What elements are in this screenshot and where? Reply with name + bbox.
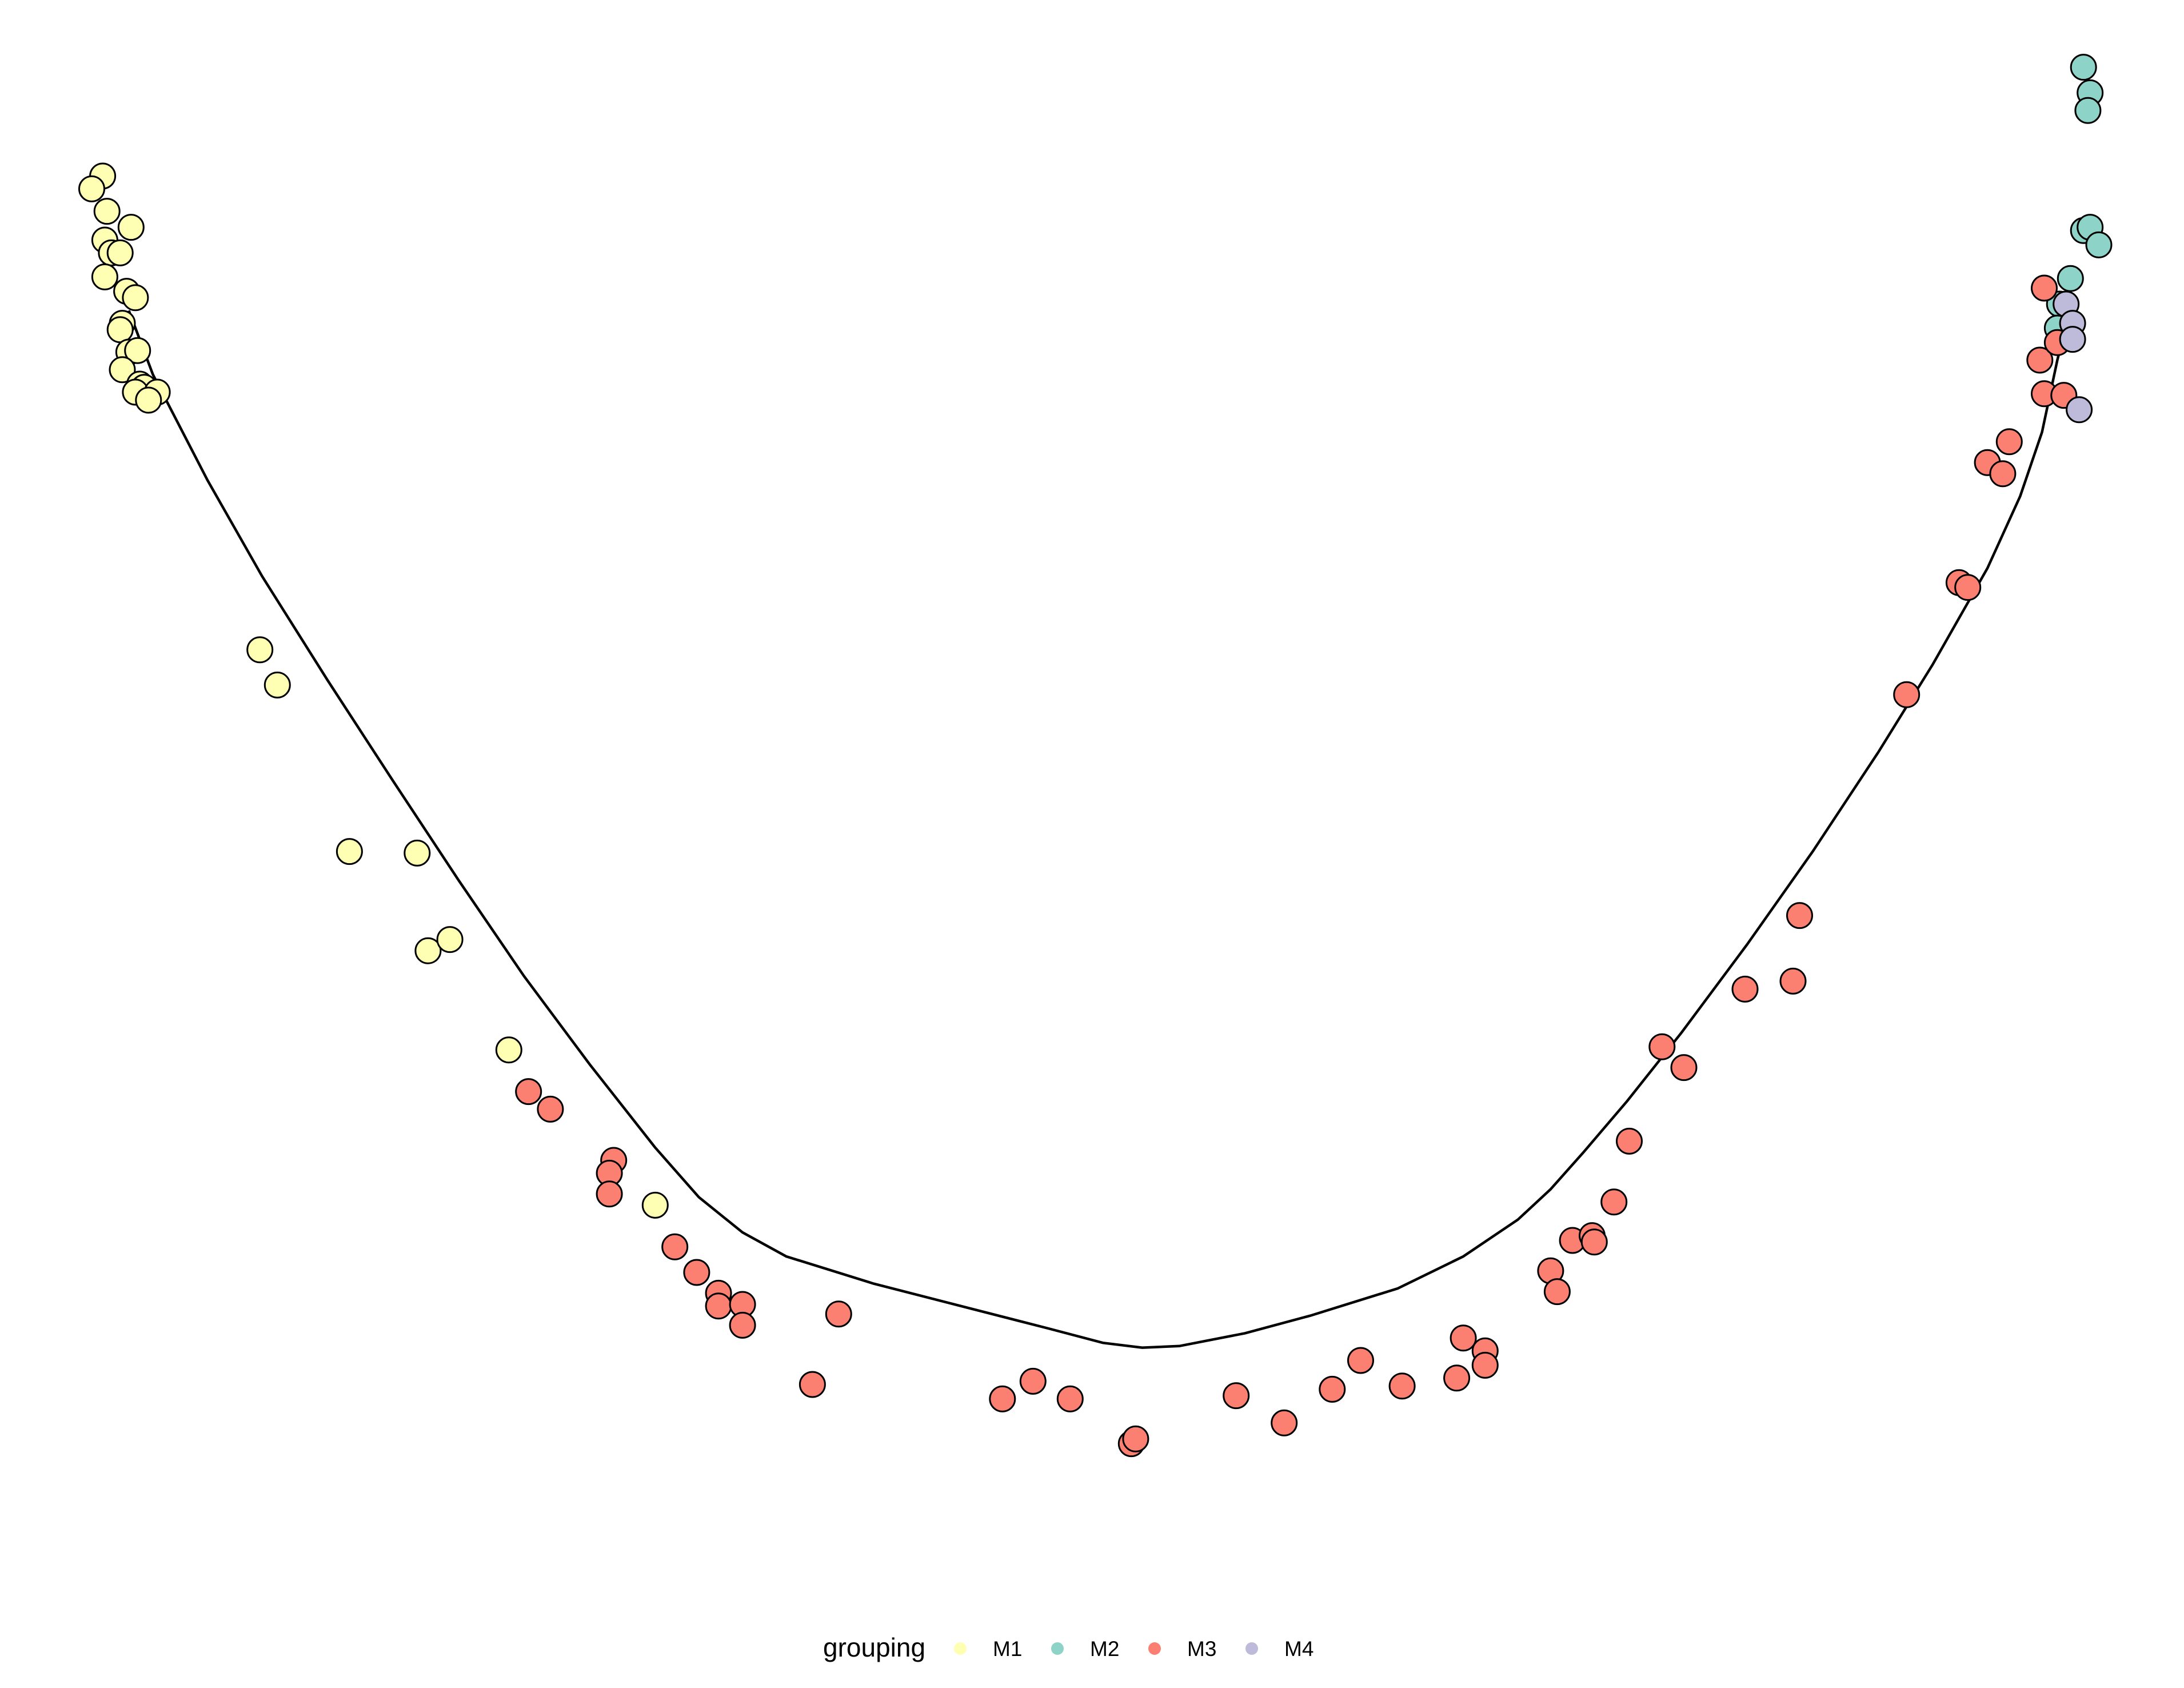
point-m3-44	[1995, 428, 2023, 456]
point-m1-9	[122, 284, 149, 312]
point-m3-41	[1954, 574, 1982, 601]
legend-key-m4	[1245, 1642, 1258, 1655]
point-m3-28	[1543, 1278, 1571, 1306]
point-m1-6	[106, 239, 134, 266]
point-m3-45	[2026, 346, 2054, 374]
legend-key-m3	[1148, 1642, 1161, 1655]
legend-label-m2: M2	[1090, 1637, 1119, 1661]
point-m3-11	[825, 1300, 852, 1328]
point-m3-39	[1893, 681, 1921, 708]
point-m1-22	[336, 838, 363, 865]
point-m1-27	[641, 1191, 669, 1219]
legend: grouping M1 M2 M3 M4	[823, 1633, 1313, 1662]
point-m3-19	[1271, 1409, 1298, 1436]
point-m3-6	[683, 1259, 710, 1286]
point-m1-2	[93, 198, 121, 225]
point-m3-5	[661, 1233, 689, 1260]
series-m4	[2053, 290, 2093, 424]
point-m4-2	[2059, 326, 2086, 353]
point-m3-48	[2031, 274, 2058, 302]
legend-items: M1 M2 M3 M4	[954, 1637, 1313, 1661]
point-m3-26	[1471, 1351, 1499, 1379]
point-m3-17	[1122, 1425, 1149, 1452]
points-layer	[78, 54, 2113, 1458]
point-m3-18	[1223, 1382, 1250, 1410]
point-m3-13	[989, 1385, 1016, 1412]
point-m3-15	[1056, 1385, 1084, 1412]
point-m1-11	[106, 316, 134, 344]
legend-label-m3: M3	[1187, 1637, 1216, 1661]
point-m3-4	[596, 1180, 623, 1208]
point-m2-0	[2070, 54, 2097, 81]
trajectory-curve	[127, 310, 2070, 1349]
point-m3-37	[1779, 967, 1807, 995]
legend-key-m1	[954, 1642, 967, 1655]
point-m3-10	[729, 1311, 756, 1339]
point-m1-3	[117, 214, 145, 241]
series-m3	[515, 274, 2078, 1458]
point-m1-14	[109, 356, 136, 384]
point-m3-38	[1786, 902, 1813, 929]
point-m3-43	[1989, 460, 2017, 488]
point-m3-14	[1019, 1367, 1047, 1395]
point-m1-1	[78, 175, 105, 202]
point-m4-3	[2066, 396, 2093, 424]
point-m3-1	[537, 1095, 564, 1123]
point-m1-13	[124, 337, 151, 364]
point-m3-20	[1319, 1375, 1346, 1403]
point-m3-36	[1731, 975, 1759, 1003]
legend-key-m2	[1051, 1642, 1064, 1655]
legend-title: grouping	[823, 1633, 925, 1662]
point-m3-22	[1388, 1372, 1416, 1400]
point-m3-33	[1616, 1127, 1643, 1155]
point-m2-5	[2085, 231, 2113, 258]
trajectory-curve-layer	[127, 310, 2070, 1349]
legend-label-m4: M4	[1284, 1637, 1313, 1661]
point-m3-35	[1670, 1054, 1698, 1082]
point-m1-21	[263, 671, 291, 699]
series-m1	[78, 162, 669, 1219]
point-m1-19	[135, 386, 162, 414]
point-m3-0	[515, 1078, 542, 1106]
point-m2-2	[2074, 97, 2102, 124]
point-m1-26	[495, 1036, 522, 1064]
point-m2-6	[2057, 265, 2084, 292]
point-m3-21	[1347, 1347, 1374, 1374]
point-m1-20	[246, 636, 274, 664]
point-m3-8	[705, 1292, 732, 1320]
point-m3-24	[1450, 1324, 1477, 1352]
point-m3-34	[1648, 1033, 1676, 1060]
point-m1-7	[91, 263, 118, 290]
point-m3-31	[1580, 1228, 1608, 1256]
point-m1-25	[436, 926, 464, 953]
point-m1-24	[414, 937, 442, 964]
point-m3-23	[1443, 1364, 1471, 1392]
point-m3-32	[1600, 1188, 1628, 1216]
point-m1-23	[404, 839, 431, 867]
point-m3-12	[798, 1371, 826, 1398]
legend-label-m1: M1	[993, 1637, 1022, 1661]
